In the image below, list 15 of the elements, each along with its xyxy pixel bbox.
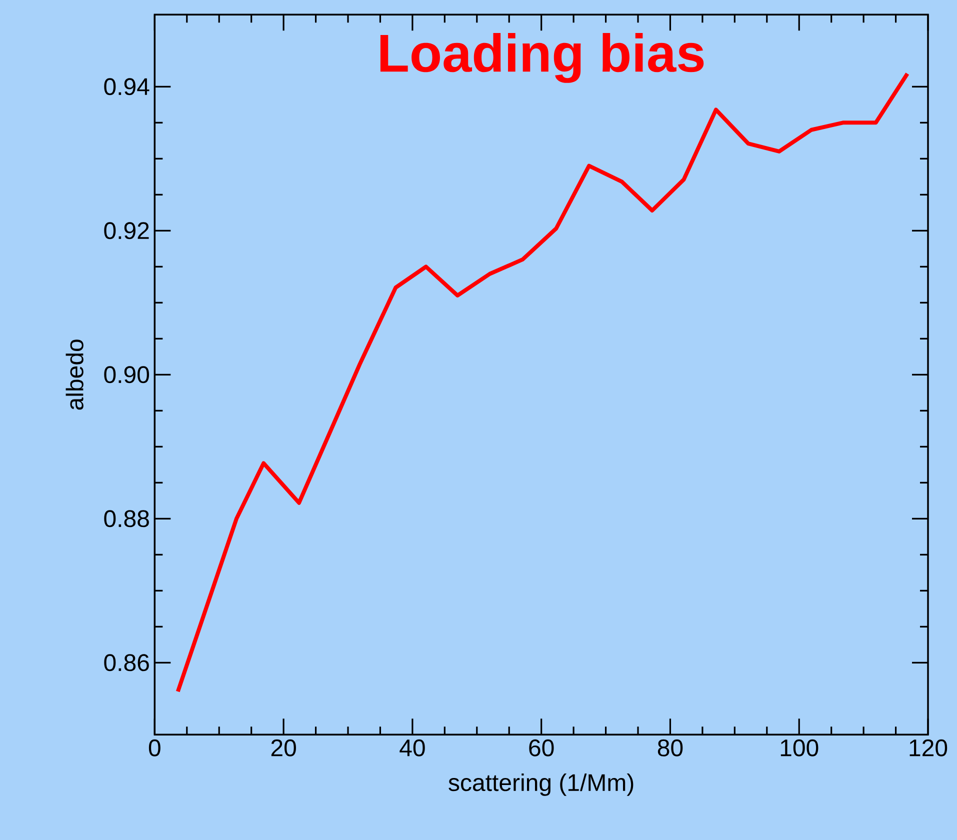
- x-tick-label: 100: [780, 739, 818, 756]
- chart-title: Loading bias: [380, 32, 704, 83]
- y-tick-label: 0.92: [104, 222, 149, 240]
- y-axis-title: albedo: [66, 340, 84, 410]
- x-tick-label: 60: [529, 739, 554, 756]
- y-tick-label: 0.94: [104, 78, 150, 96]
- y-tick-label: 0.90: [104, 366, 150, 384]
- x-tick-label: 40: [400, 739, 425, 756]
- x-axis-title: scattering (1/Mm): [448, 774, 634, 796]
- x-tick-label: 80: [658, 739, 683, 756]
- x-tick-label: 20: [271, 739, 296, 756]
- x-tick-label: 120: [910, 739, 948, 756]
- y-tick-label: 0.88: [104, 510, 149, 528]
- y-tick-label: 0.86: [104, 654, 149, 672]
- x-tick-label: 0: [148, 739, 160, 756]
